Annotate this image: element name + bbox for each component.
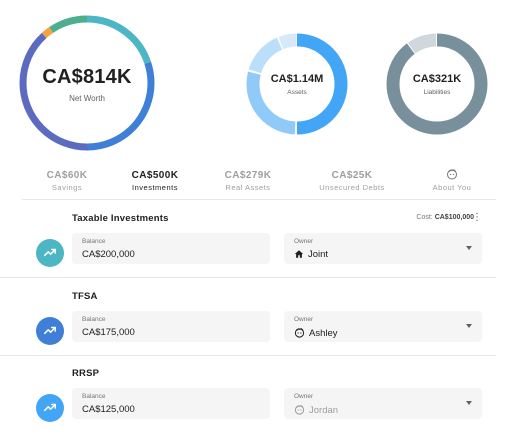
owner-name: Jordan [309, 405, 339, 416]
balance-label: Balance [82, 393, 106, 400]
assets-donut: CA$1.14M Assets [245, 32, 349, 136]
balance-field[interactable]: Balance CA$200,000 [72, 233, 270, 264]
owner-select[interactable]: Owner Ashley [284, 311, 482, 342]
owner-label: Owner [294, 316, 314, 323]
account-taxable-investments: Taxable Investments Cost: CA$100,000 ⋮ B… [22, 213, 496, 275]
chevron-down-icon [466, 324, 472, 328]
assets-ring [246, 33, 348, 135]
person-face-icon [294, 405, 305, 415]
tab-label: About You [432, 183, 472, 192]
account-icon [36, 317, 64, 345]
account-tfsa: TFSA Balance CA$175,000 Owner Ashley [22, 291, 496, 353]
owner-value: Joint [294, 249, 328, 260]
owner-label: Owner [294, 393, 314, 400]
person-face-icon [447, 169, 457, 180]
assets-label: Assets [287, 89, 307, 96]
net-worth-ring [19, 15, 155, 151]
trending-up-icon [43, 403, 57, 412]
tab-value: CA$25K [331, 170, 373, 181]
liabilities-value: CA$321K [412, 73, 462, 85]
cost-basis: Cost: CA$100,000 [416, 214, 474, 221]
owner-select[interactable]: Owner Joint [284, 233, 482, 264]
divider [0, 277, 496, 278]
chevron-down-icon [466, 246, 472, 250]
net-worth-value: CA$814K [42, 66, 132, 88]
owner-name: Joint [308, 249, 329, 260]
liabilities-label: Liabilities [423, 89, 451, 96]
chevron-down-icon [466, 401, 472, 405]
tab-value: CA$500K [131, 170, 179, 181]
net-worth-donut: CA$814K Net Worth [18, 14, 156, 152]
tab-real-assets[interactable]: CA$279K Real Assets [203, 170, 293, 192]
assets-value: CA$1.14M [270, 73, 324, 85]
owner-value: Ashley [294, 327, 338, 339]
net-worth-label: Net Worth [69, 94, 105, 103]
person-face-icon [294, 328, 305, 338]
account-icon [36, 394, 64, 422]
account-title: RRSP [72, 368, 100, 379]
tab-savings[interactable]: CA$60K Savings [22, 170, 112, 192]
liabilities-ring [386, 33, 488, 135]
tab-value: CA$60K [46, 170, 88, 181]
trending-up-icon [43, 248, 57, 257]
tab-unsecured-debts[interactable]: CA$25K Unsecured Debts [307, 170, 397, 192]
account-rrsp: RRSP Balance CA$125,000 Owner Jordan [22, 368, 496, 430]
balance-label: Balance [82, 238, 106, 245]
trending-up-icon [43, 326, 57, 335]
cost-label: Cost: [416, 214, 433, 221]
tab-about-you[interactable]: About You [407, 169, 497, 192]
owner-value: Jordan [294, 404, 338, 416]
balance-value: CA$200,000 [82, 249, 135, 260]
account-title: Taxable Investments [72, 213, 169, 224]
liabilities-donut: CA$321K Liabilities [385, 32, 489, 136]
tab-label: Investments [132, 183, 178, 192]
owner-select[interactable]: Owner Jordan [284, 388, 482, 419]
divider [0, 355, 496, 356]
cost-value: CA$100,000 [434, 214, 474, 221]
home-icon [294, 250, 304, 258]
more-options-icon[interactable]: ⋮ [472, 212, 482, 223]
balance-value: CA$175,000 [82, 327, 135, 338]
tab-label: Real Assets [225, 183, 271, 192]
account-icon [36, 239, 64, 267]
balance-label: Balance [82, 316, 106, 323]
balance-field[interactable]: Balance CA$175,000 [72, 311, 270, 342]
tab-label: Savings [51, 183, 83, 192]
tab-investments[interactable]: CA$500K Investments [110, 170, 200, 192]
category-tabs: CA$60K Savings CA$500K Investments CA$27… [22, 169, 497, 200]
balance-field[interactable]: Balance CA$125,000 [72, 388, 270, 419]
account-title: TFSA [72, 291, 98, 302]
tab-value: CA$279K [224, 170, 272, 181]
balance-value: CA$125,000 [82, 404, 135, 415]
owner-label: Owner [294, 238, 314, 245]
tab-label: Unsecured Debts [319, 183, 385, 192]
owner-name: Ashley [309, 328, 338, 339]
